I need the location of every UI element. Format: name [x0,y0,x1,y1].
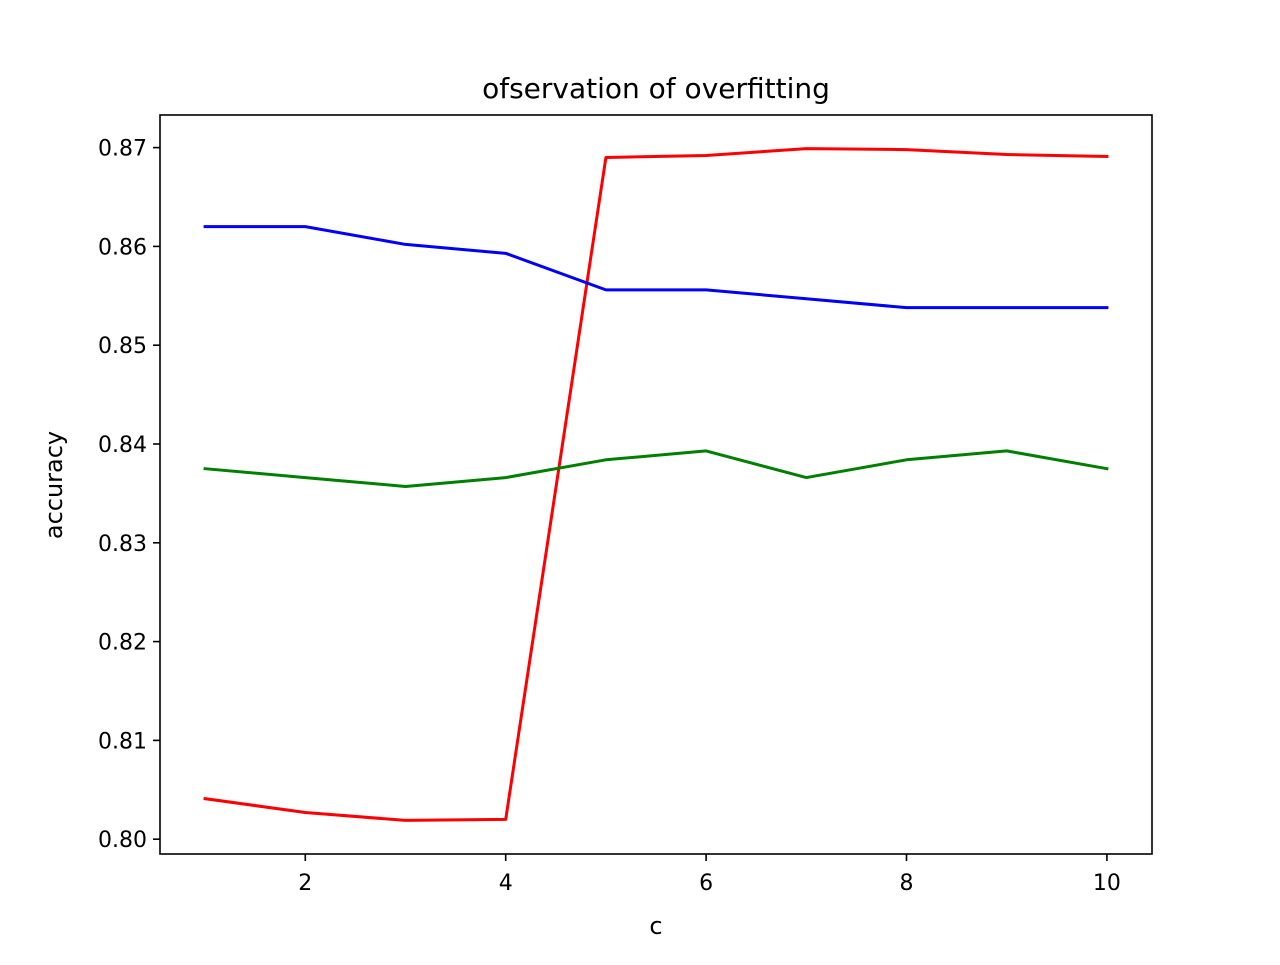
y-tick-label: 0.82 [98,631,147,656]
y-tick-label: 0.85 [98,334,147,359]
ticks-layer: 2 4 6 8 10 0.80 0.81 0.82 0.83 0.84 0.85 0.86 0.87 [98,137,1121,896]
y-tick-label: 0.84 [98,433,147,458]
x-tick-label: 6 [699,871,713,896]
y-tick-label: 0.83 [98,532,147,557]
plot-area-frame [159,114,1153,855]
y-tick-label: 0.86 [98,235,147,260]
x-axis-label: c [649,912,662,940]
x-tick-label: 8 [900,871,914,896]
series-layer [203,147,1109,822]
series-line-3 [203,449,1109,488]
x-tick-label: 2 [298,871,312,896]
x-tick-label: 10 [1093,871,1121,896]
y-tick-label: 0.81 [98,729,147,754]
y-axis-label: accuracy [40,431,68,539]
y-tick-label: 0.87 [98,137,147,162]
series-line-2 [203,225,1109,310]
y-tick-label: 0.80 [98,828,147,853]
series-line-1 [203,147,1109,822]
chart-title: ofservation of overfitting [482,72,830,105]
x-tick-label: 4 [499,871,513,896]
